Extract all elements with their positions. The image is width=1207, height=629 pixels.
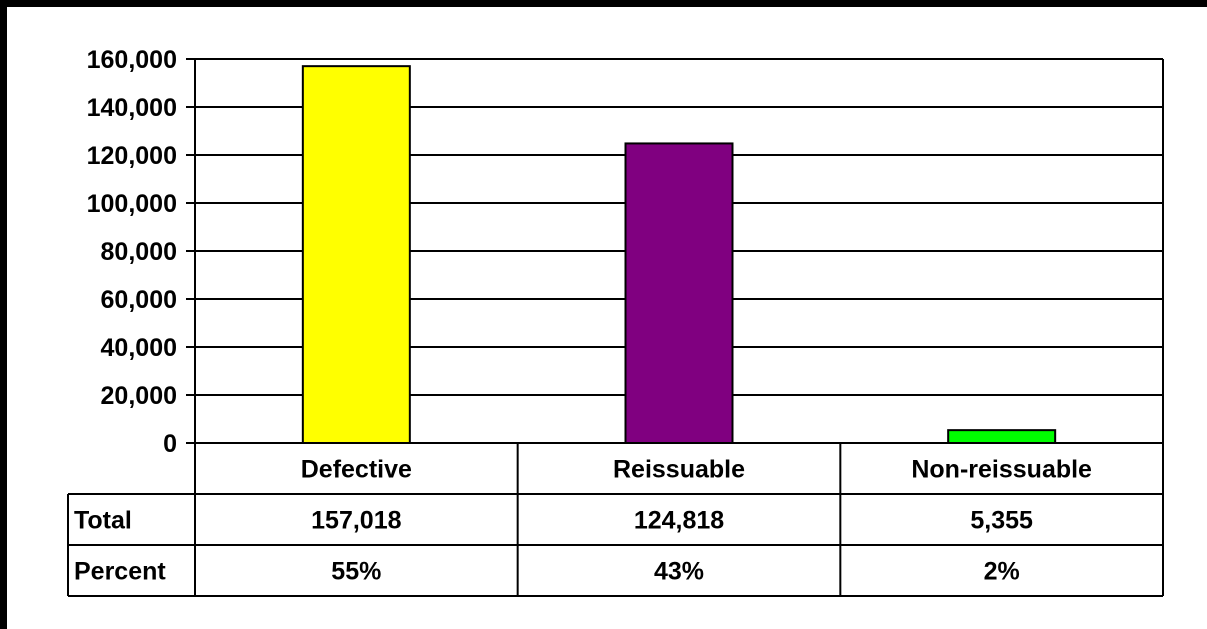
x-tick-label: Non-reissuable [911, 456, 1092, 484]
table-cell: 124,818 [634, 507, 724, 535]
y-tick-label: 140,000 [87, 94, 177, 122]
table-row-label: Total [74, 507, 132, 535]
x-tick-label: Reissuable [613, 456, 745, 484]
y-tick-label: 0 [163, 430, 177, 458]
bar-reissuable [624, 142, 734, 444]
y-tick-label: 40,000 [101, 334, 177, 362]
x-tick-label: Defective [301, 456, 412, 484]
y-tick-label: 80,000 [101, 238, 177, 266]
y-tick-label: 60,000 [101, 286, 177, 314]
y-tick-label: 120,000 [87, 142, 177, 170]
y-axis: 0 20,000 40,000 60,000 80,000 100,000 120,000 1… [87, 46, 196, 458]
bar-defective [301, 65, 411, 444]
y-tick-label: 20,000 [101, 382, 177, 410]
data-table: Defective Reissuable Non-reissuable Total 15… [67, 442, 1164, 597]
table-row-label: Percent [74, 558, 166, 586]
table-cell: 43% [654, 558, 704, 586]
bar-non-reissuable [947, 429, 1057, 445]
table-cell: 2% [984, 558, 1020, 586]
bars [301, 65, 1057, 445]
y-tick-label: 100,000 [87, 190, 177, 218]
y-tick-label: 160,000 [87, 46, 177, 74]
table-cell: 5,355 [970, 507, 1033, 535]
table-cell: 157,018 [311, 507, 401, 535]
table-cell: 55% [331, 558, 381, 586]
